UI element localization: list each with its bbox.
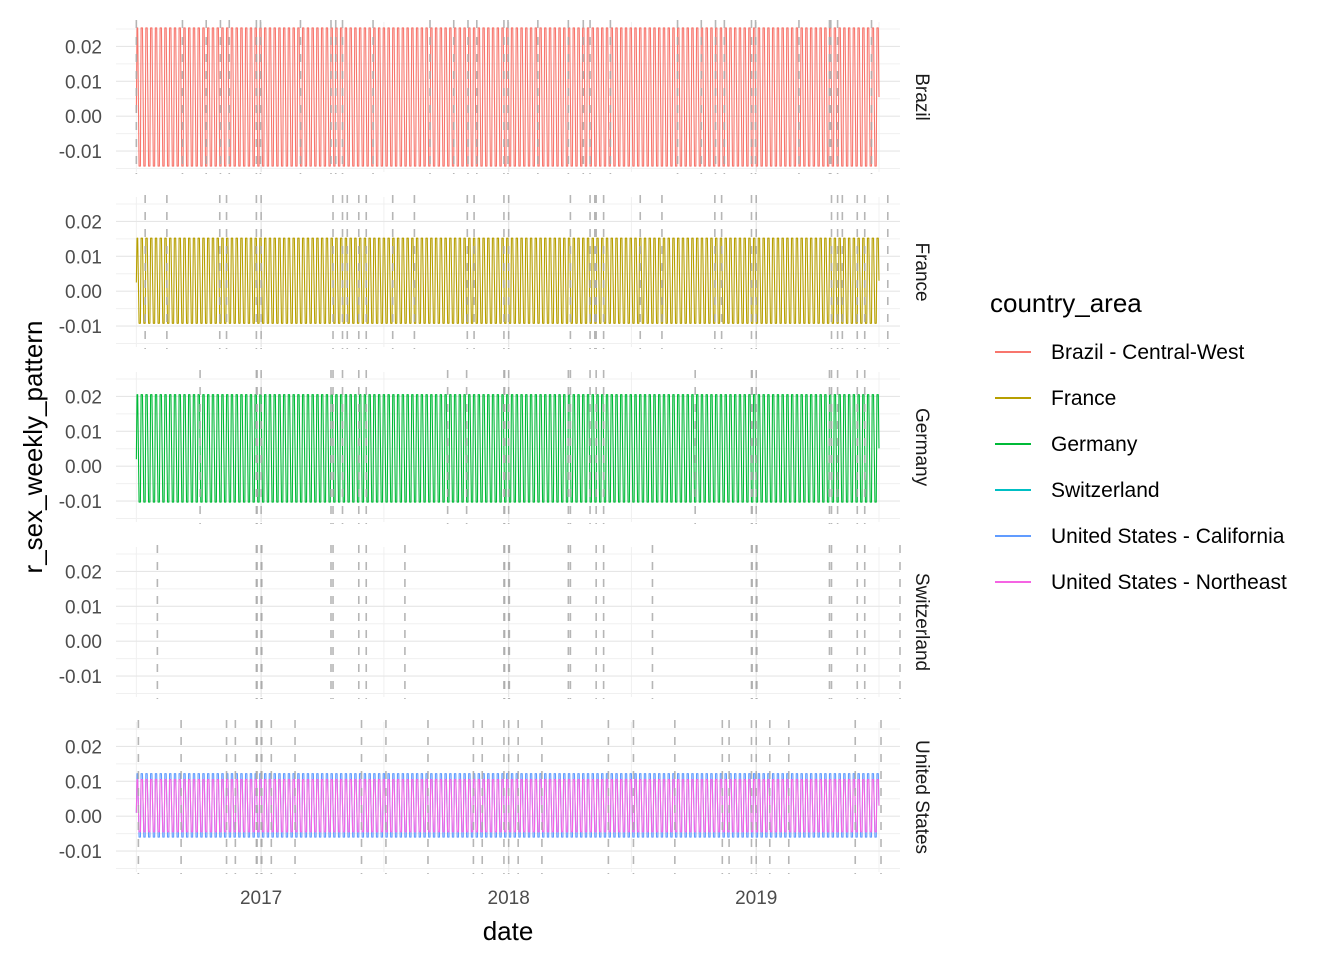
x-tick-label: 2017 bbox=[240, 888, 282, 909]
y-tick-label: 0.00 bbox=[65, 632, 102, 653]
facet-panel: -0.01 0.00 0.01 0.02 Germany bbox=[59, 370, 932, 524]
y-tick-label: 0.02 bbox=[65, 562, 102, 583]
facet-panel: -0.01 0.00 0.01 0.02 Brazil bbox=[59, 20, 932, 174]
legend-entry-label: Brazil - Central-West bbox=[1051, 341, 1244, 364]
series-line bbox=[135, 394, 880, 503]
y-tick-label: 0.01 bbox=[65, 772, 102, 793]
facet-panel: -0.01 0.00 0.01 0.02 Switzerland bbox=[59, 545, 932, 699]
y-tick-label: 0.01 bbox=[65, 422, 102, 443]
y-axis-title: r_sex_weekly_pattern bbox=[18, 321, 48, 574]
x-axis-title: date bbox=[483, 916, 534, 946]
y-tick-label: -0.01 bbox=[59, 142, 102, 163]
y-tick-label: 0.01 bbox=[65, 247, 102, 268]
y-tick-label: 0.02 bbox=[65, 387, 102, 408]
y-tick-label: 0.00 bbox=[65, 107, 102, 128]
series-line bbox=[135, 237, 880, 324]
facet-strip-label: United States bbox=[911, 740, 932, 854]
y-tick-label: 0.00 bbox=[65, 282, 102, 303]
x-tick-label: 2018 bbox=[488, 888, 530, 909]
y-tick-label: 0.00 bbox=[65, 457, 102, 478]
legend: country_area Brazil - Central-West France G… bbox=[990, 288, 1287, 594]
legend-entry-label: United States - California bbox=[1051, 525, 1285, 548]
facet-panel: -0.01 0.00 0.01 0.02 United States bbox=[59, 720, 932, 874]
series-line bbox=[135, 779, 880, 833]
legend-entry-label: France bbox=[1051, 387, 1116, 410]
y-tick-label: 0.02 bbox=[65, 37, 102, 58]
y-tick-label: 0.02 bbox=[65, 737, 102, 758]
y-tick-label: -0.01 bbox=[59, 842, 102, 863]
y-tick-label: -0.01 bbox=[59, 492, 102, 513]
y-tick-label: 0.01 bbox=[65, 597, 102, 618]
facet-strip-label: Brazil bbox=[911, 73, 932, 121]
facet-strip-label: Germany bbox=[911, 408, 932, 487]
facet-strip-label: France bbox=[911, 242, 932, 301]
legend-entry-label: United States - Northeast bbox=[1051, 571, 1287, 594]
facet-strip-label: Switzerland bbox=[911, 573, 932, 671]
legend-title: country_area bbox=[990, 288, 1142, 318]
y-tick-label: -0.01 bbox=[59, 667, 102, 688]
y-tick-label: 0.00 bbox=[65, 807, 102, 828]
y-tick-label: 0.01 bbox=[65, 72, 102, 93]
facet-panel: -0.01 0.00 0.01 0.02 France bbox=[59, 195, 932, 349]
y-tick-label: 0.02 bbox=[65, 212, 102, 233]
legend-entry-label: Switzerland bbox=[1051, 479, 1160, 502]
legend-entry-label: Germany bbox=[1051, 433, 1138, 456]
y-tick-label: -0.01 bbox=[59, 317, 102, 338]
x-tick-label: 2019 bbox=[735, 888, 777, 909]
